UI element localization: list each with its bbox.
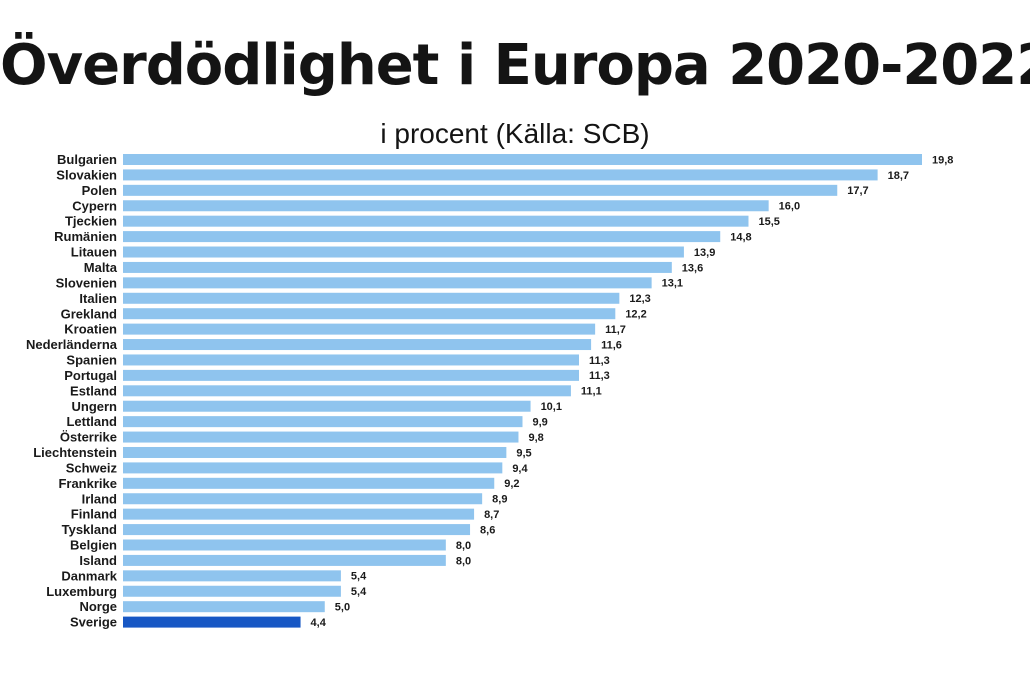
category-label-italien: Italien	[79, 291, 117, 306]
bar-estland	[123, 385, 571, 397]
value-label-norge: 5,0	[335, 602, 350, 614]
bar-kroatien	[123, 323, 596, 335]
value-label-bulgarien: 19,8	[932, 154, 953, 166]
bar-spanien	[123, 354, 579, 366]
value-label-slovenien: 13,1	[662, 278, 683, 290]
category-label-kroatien: Kroatien	[64, 322, 117, 337]
value-label-island: 8,0	[456, 555, 471, 567]
bar-grekland	[123, 308, 616, 320]
value-label-frankrike: 9,2	[504, 478, 519, 490]
value-label-polen: 17,7	[847, 185, 868, 197]
category-label-osterrike: Österrike	[60, 430, 117, 445]
category-label-grekland: Grekland	[61, 306, 117, 321]
value-label-tyskland: 8,6	[480, 524, 495, 536]
value-label-osterrike: 9,8	[528, 432, 543, 444]
bar-bulgarien	[123, 154, 922, 165]
bar-portugal	[123, 369, 579, 381]
category-label-belgien: Belgien	[70, 538, 117, 553]
category-label-liechtenstein: Liechtenstein	[33, 445, 117, 460]
bar-belgien	[123, 539, 446, 551]
value-label-estland: 11,1	[581, 386, 602, 398]
value-label-kroatien: 11,7	[605, 324, 626, 336]
bar-ungern	[123, 400, 531, 412]
bar-schweiz	[123, 462, 503, 474]
bar-frankrike	[123, 477, 495, 489]
bar-norge	[123, 601, 325, 613]
bar-nederlanderna	[123, 339, 592, 351]
bar-sverige	[123, 616, 301, 628]
bar-slovenien	[123, 277, 652, 289]
value-label-lettland: 9,9	[533, 416, 548, 428]
category-label-litauen: Litauen	[71, 245, 117, 260]
value-label-schweiz: 9,4	[512, 463, 528, 475]
bar-litauen	[123, 246, 684, 258]
chart-subtitle: i procent (Källa: SCB)	[380, 118, 650, 149]
category-label-ungern: Ungern	[72, 399, 118, 414]
bar-malta	[123, 261, 672, 273]
bar-lettland	[123, 416, 523, 428]
value-label-sverige: 4,4	[311, 617, 327, 629]
value-label-rumanien: 14,8	[730, 231, 751, 243]
category-label-malta: Malta	[84, 260, 118, 275]
category-label-portugal: Portugal	[64, 368, 117, 383]
value-label-cypern: 16,0	[779, 201, 800, 213]
value-label-danmark: 5,4	[351, 571, 367, 583]
value-label-luxemburg: 5,4	[351, 586, 367, 598]
category-label-estland: Estland	[70, 383, 117, 398]
bar-polen	[123, 184, 838, 196]
value-label-ungern: 10,1	[541, 401, 562, 413]
category-label-schweiz: Schweiz	[66, 460, 118, 475]
bar-italien	[123, 292, 620, 304]
bar-finland	[123, 508, 475, 520]
bar-tyskland	[123, 524, 471, 536]
value-label-portugal: 11,3	[589, 370, 610, 382]
category-label-island: Island	[79, 553, 117, 568]
value-label-italien: 12,3	[629, 293, 650, 305]
bar-island	[123, 554, 446, 566]
category-label-bulgarien: Bulgarien	[57, 152, 117, 167]
category-label-luxemburg: Luxemburg	[46, 584, 117, 599]
bar-osterrike	[123, 431, 519, 443]
bar-cypern	[123, 200, 769, 212]
value-label-liechtenstein: 9,5	[516, 447, 531, 459]
bar-luxemburg	[123, 585, 341, 597]
category-label-slovenien: Slovenien	[56, 275, 117, 290]
category-label-irland: Irland	[82, 491, 117, 506]
chart-title: Överdödlighet i Europa 2020-2022	[0, 33, 1030, 98]
value-label-grekland: 12,2	[625, 309, 646, 321]
value-label-slovakien: 18,7	[888, 170, 909, 182]
value-label-malta: 13,6	[682, 262, 703, 274]
value-label-spanien: 11,3	[589, 355, 610, 367]
value-label-belgien: 8,0	[456, 540, 471, 552]
category-label-rumanien: Rumänien	[54, 229, 117, 244]
category-label-sverige: Sverige	[70, 615, 117, 630]
value-label-finland: 8,7	[484, 509, 499, 521]
bar-slovakien	[123, 169, 878, 181]
bar-danmark	[123, 570, 341, 582]
value-label-tjeckien: 15,5	[758, 216, 779, 228]
category-label-nederlanderna: Nederländerna	[26, 337, 118, 352]
category-label-danmark: Danmark	[61, 568, 117, 583]
value-label-irland: 8,9	[492, 494, 507, 506]
category-label-polen: Polen	[82, 183, 117, 198]
category-label-frankrike: Frankrike	[58, 476, 117, 491]
bar-irland	[123, 493, 483, 505]
category-label-slovakien: Slovakien	[56, 167, 117, 182]
category-label-spanien: Spanien	[66, 353, 117, 368]
category-label-lettland: Lettland	[66, 414, 117, 429]
bar-rumanien	[123, 231, 721, 243]
bar-tjeckien	[123, 215, 749, 227]
bar-liechtenstein	[123, 446, 507, 458]
category-label-norge: Norge	[79, 599, 117, 614]
value-label-litauen: 13,9	[694, 247, 715, 259]
category-label-tjeckien: Tjeckien	[65, 214, 117, 229]
value-label-nederlanderna: 11,6	[601, 339, 622, 351]
category-label-cypern: Cypern	[72, 198, 117, 213]
category-label-tyskland: Tyskland	[62, 522, 117, 537]
category-label-finland: Finland	[71, 507, 117, 522]
